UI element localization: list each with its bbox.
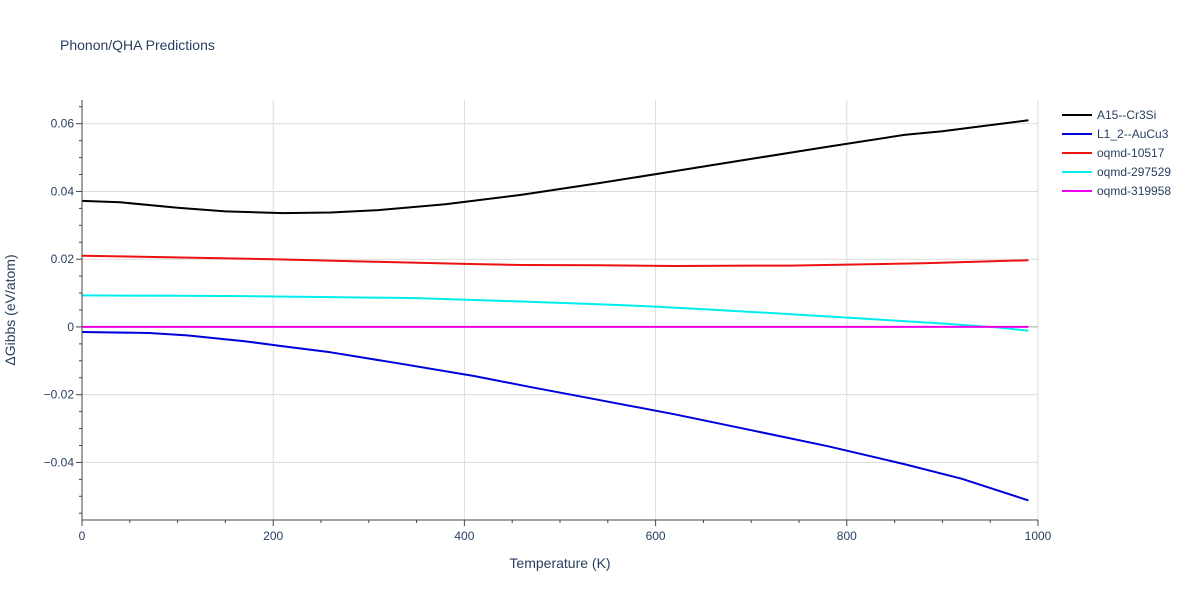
x-tick-label: 600 [646,529,666,543]
y-tick-label: 0.04 [51,184,75,198]
legend-label: oqmd-319958 [1097,184,1171,198]
y-tick-label: −0.02 [44,388,75,402]
series-line-A15--Cr3Si [81,119,1029,215]
x-tick-label: 200 [263,529,283,543]
chart-title: Phonon/QHA Predictions [60,37,215,53]
x-tick-label: 1000 [1025,529,1052,543]
legend-label: oqmd-297529 [1097,165,1171,179]
series-line-oqmd-297529 [81,294,1029,332]
y-tick-label: −0.04 [44,455,75,469]
series-group [81,119,1029,502]
x-axis-label: Temperature (K) [509,555,610,571]
legend: A15--Cr3Si L1_2--AuCu3 oqmd-10517 oqmd-2975… [1062,108,1171,198]
y-tick-label: 0 [67,320,74,334]
y-tick-label: 0.06 [51,117,75,131]
x-tick-label: 0 [79,529,86,543]
tick-labels: 0 200 400 600 800 1000 −0.04 −0.02 0 0.02 0.04 0.06 [44,117,1052,543]
series-line-oqmd-10517 [81,254,1029,267]
series-line-L1_2--AuCu3 [81,331,1029,502]
x-tick-label: 800 [837,529,857,543]
axes [76,100,1039,526]
legend-label: A15--Cr3Si [1097,108,1156,122]
legend-label: oqmd-10517 [1097,146,1165,160]
y-tick-label: 0.02 [51,252,75,266]
legend-label: L1_2--AuCu3 [1097,127,1169,141]
grid [81,100,1039,520]
x-tick-label: 400 [454,529,474,543]
y-axis-label: ΔGibbs (eV/atom) [2,254,18,365]
